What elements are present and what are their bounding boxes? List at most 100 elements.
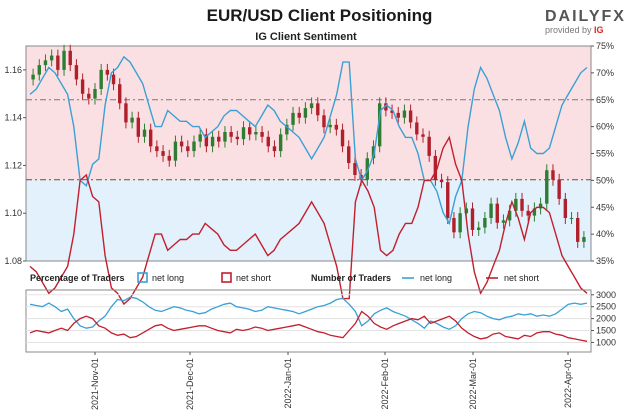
logo-provided-by: provided by	[545, 25, 592, 35]
candle-body	[235, 136, 240, 140]
legend-swatch-net-long-pct	[137, 272, 148, 283]
net-short-count-line	[29, 310, 588, 342]
panel-subtitle: IG Client Sentiment	[255, 31, 357, 43]
candle-body	[507, 210, 512, 221]
candle-body	[489, 203, 493, 218]
candle-body	[433, 155, 438, 180]
candle-body	[476, 227, 481, 230]
date-axis: 2021-Nov-01 2021-Dec-01 2022-Jan-01 2022-Fe…	[90, 352, 573, 410]
candle-body	[408, 110, 413, 123]
candle-body	[198, 134, 202, 142]
candle-body	[223, 132, 227, 142]
candle-body	[37, 65, 41, 75]
candle-body	[439, 179, 444, 183]
candle-body	[365, 158, 369, 180]
price-tick-label: 1.08	[4, 256, 22, 266]
candle-body	[142, 129, 147, 137]
date-tick-label: 2021-Nov-01	[90, 358, 100, 410]
candle-body	[576, 218, 580, 242]
candle-body	[31, 74, 35, 80]
percent-tick-label: 65%	[596, 95, 614, 105]
legend-label-net-short-count: net short	[504, 273, 540, 283]
candle-body	[557, 179, 561, 199]
candle-body	[538, 203, 543, 209]
chart-title: EUR/USD Client Positioning	[206, 6, 433, 25]
percent-tick-label: 55%	[596, 149, 614, 159]
price-tick-label: 1.10	[4, 208, 22, 218]
candle-body	[340, 129, 345, 147]
candle-body	[402, 110, 407, 118]
date-tick-label: 2022-Mar-01	[468, 358, 478, 410]
candle-body	[105, 69, 110, 75]
candle-body	[254, 132, 258, 135]
candle-body	[204, 134, 209, 147]
date-tick-label: 2022-Jan-01	[283, 358, 293, 409]
candle-body	[415, 122, 419, 135]
candle-body	[49, 55, 54, 61]
candle-body	[328, 124, 332, 128]
candle-body	[396, 112, 400, 118]
percent-axis: 75% 70% 65% 60% 55% 50% 45% 40% 35%	[591, 41, 614, 266]
candle-body	[260, 132, 264, 137]
candle-body	[118, 84, 122, 104]
candle-body	[43, 60, 48, 66]
candle-body	[545, 170, 549, 204]
candle-body	[377, 103, 382, 147]
percent-tick-label: 45%	[596, 202, 614, 212]
candle-body	[303, 108, 308, 118]
legend-label-net-long-count: net long	[420, 273, 452, 283]
count-tick-label: 1500	[596, 326, 616, 336]
legend-title-number: Number of Traders	[311, 273, 391, 283]
candle-body	[532, 208, 537, 216]
candle-body	[322, 115, 326, 128]
candle-body	[582, 237, 586, 242]
candle-body	[316, 103, 320, 116]
logo-fx: FX	[601, 8, 626, 25]
top-panel: IG Client Sentiment 1.16 1.14 1.12 1.10 1.08…	[4, 31, 614, 306]
candle-body	[384, 103, 388, 111]
candle-body	[483, 218, 487, 228]
date-tick-label: 2022-Feb-01	[380, 358, 390, 410]
candle-body	[470, 208, 475, 230]
count-tick-label: 2000	[596, 314, 616, 324]
candle-body	[124, 103, 128, 123]
candle-body	[427, 136, 431, 156]
candle-body	[334, 124, 339, 130]
candle-body	[291, 112, 295, 125]
logo-daily: DAILY	[545, 8, 602, 25]
candle-body	[464, 208, 469, 214]
candle-body	[74, 65, 79, 80]
candle-body	[514, 198, 518, 211]
percent-tick-label: 40%	[596, 229, 614, 239]
candle-body	[347, 146, 351, 164]
candle-body	[210, 136, 215, 147]
candle-body	[297, 112, 301, 118]
candle-body	[563, 198, 568, 218]
candle-body	[452, 218, 456, 233]
candle-body	[130, 117, 134, 123]
candle-body	[309, 103, 314, 109]
net-long-pct-line	[29, 55, 588, 226]
dailyfx-logo: DAILYFX provided by IG	[545, 8, 626, 35]
count-tick-label: 3000	[596, 290, 616, 300]
net-short-pct-line	[29, 135, 588, 306]
candle-body	[80, 79, 85, 94]
candle-body	[501, 220, 506, 223]
candle-body	[390, 110, 394, 113]
candle-body	[62, 50, 66, 70]
candle-body	[87, 93, 91, 99]
candle-body	[93, 89, 97, 99]
candle-body	[526, 210, 530, 216]
candle-body	[241, 127, 246, 140]
legend-label-net-long-pct: net long	[152, 273, 184, 283]
price-tick-label: 1.12	[4, 160, 22, 170]
candle-body	[353, 163, 357, 175]
percent-tick-label: 50%	[596, 175, 614, 185]
candle-body	[446, 182, 450, 218]
sentiment-lines	[29, 55, 588, 306]
candle-body	[192, 141, 196, 152]
count-tick-label: 2500	[596, 302, 616, 312]
